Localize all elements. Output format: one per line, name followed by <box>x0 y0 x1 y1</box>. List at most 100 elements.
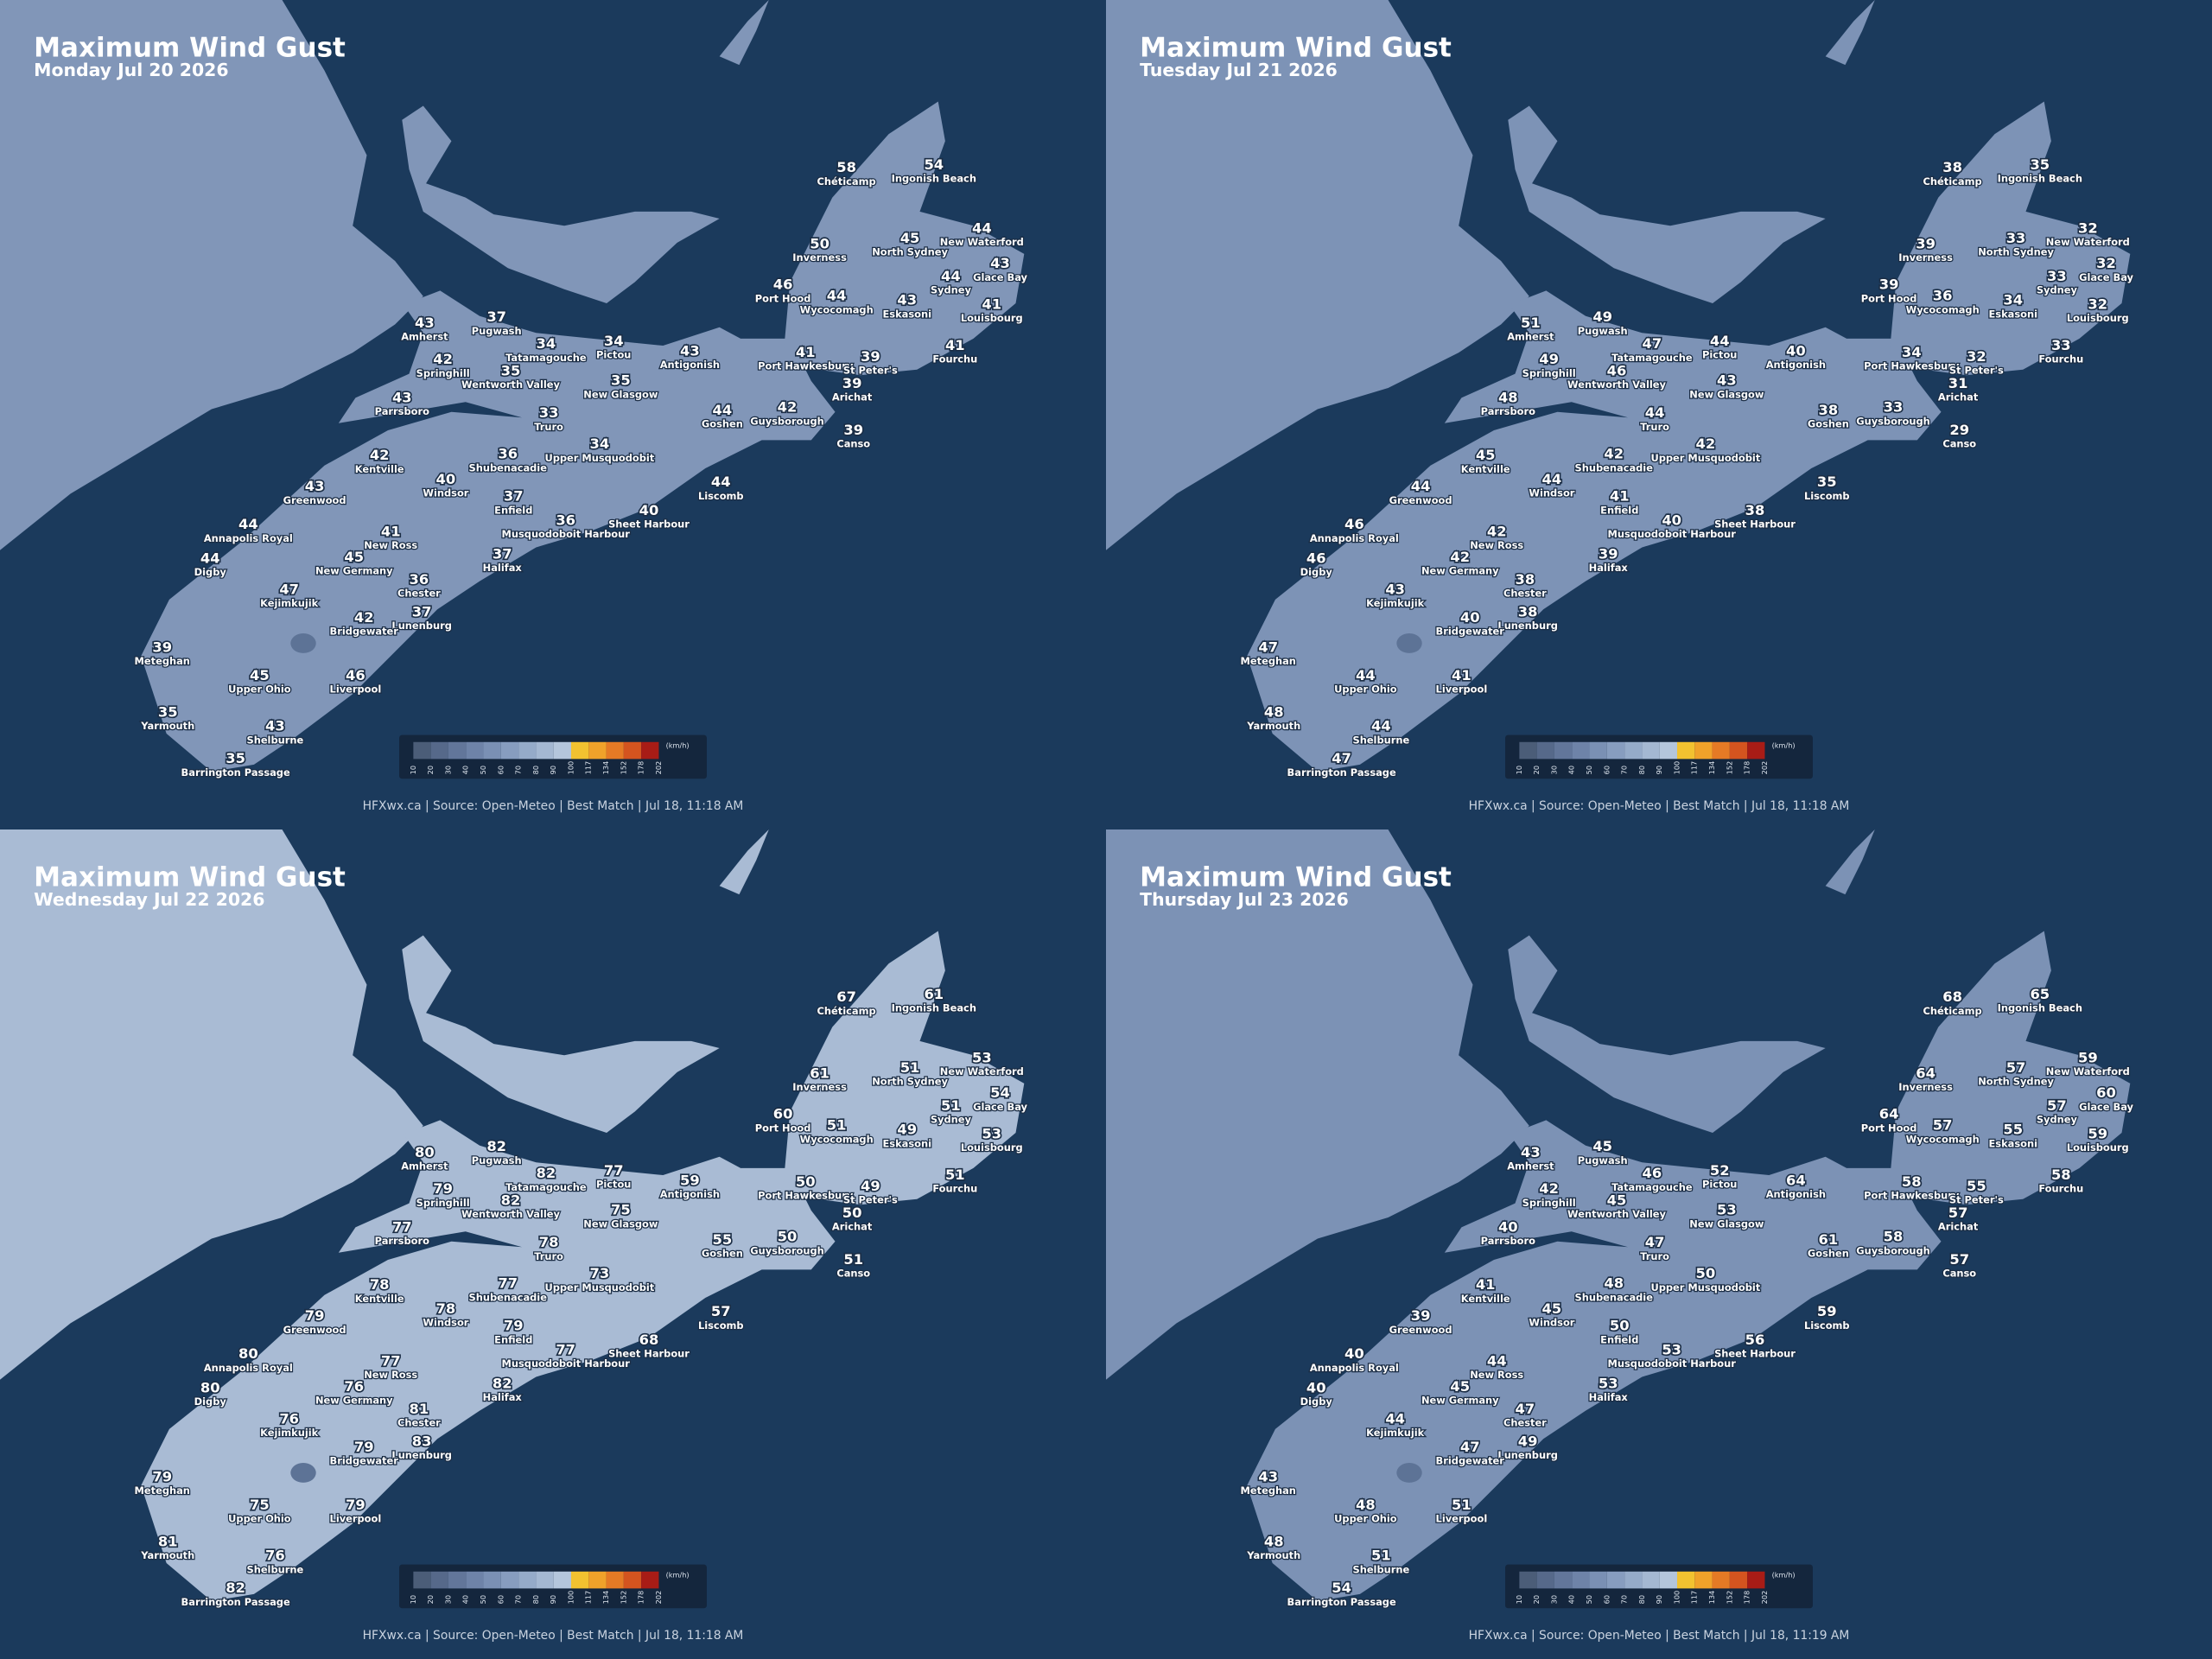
legend-tick: 10 <box>409 766 417 774</box>
legend-swatch <box>466 1571 484 1589</box>
station-value: 42 <box>354 609 374 626</box>
panel-title: Maximum Wind Gust <box>1140 32 1452 63</box>
station-name: Greenwood <box>1389 494 1452 506</box>
station-value: 61 <box>924 986 944 1002</box>
station-name: New Germany <box>1421 1394 1499 1406</box>
station-value: 45 <box>1607 1192 1627 1208</box>
station-name: Guysborough <box>1856 1244 1930 1256</box>
station-value: 79 <box>305 1307 325 1324</box>
station-value: 42 <box>433 351 453 367</box>
station-value: 45 <box>1592 1138 1612 1154</box>
station-name: Eskasoni <box>1989 1137 2038 1149</box>
station-value: 43 <box>415 315 435 331</box>
station-value: 48 <box>1264 703 1284 720</box>
station-name: Louisbourg <box>961 1141 1023 1154</box>
station-name: Port Hood <box>1861 292 1917 304</box>
station-value: 36 <box>556 512 575 528</box>
station-name: Shubenacadie <box>469 1291 548 1303</box>
station-name: Ingonish Beach <box>1998 1002 2082 1014</box>
station-name: New Glasgow <box>1689 1217 1764 1230</box>
station-value: 46 <box>773 276 793 293</box>
station-name: Springhill <box>416 1197 470 1209</box>
legend-tick: 152 <box>1725 761 1733 775</box>
station-name: New Ross <box>1470 539 1523 551</box>
station-name: Meteghan <box>1241 655 1296 667</box>
station-name: Liscomb <box>698 490 744 502</box>
station-value: 39 <box>1599 546 1618 563</box>
station-name: Windsor <box>423 1317 468 1329</box>
station-value: 51 <box>827 1117 847 1134</box>
station-value: 55 <box>1967 1178 1986 1194</box>
station-name: Amherst <box>401 330 448 342</box>
station-name: New Waterford <box>940 236 1024 248</box>
station-value: 40 <box>1498 1218 1518 1235</box>
station-value: 48 <box>1604 1275 1624 1292</box>
station-name: Wentworth Valley <box>1567 378 1666 391</box>
station-name: Tatamagouche <box>505 1181 587 1193</box>
station-value: 47 <box>279 581 299 597</box>
station-value: 35 <box>2030 156 2050 173</box>
station-value: 43 <box>392 389 412 405</box>
station-value: 79 <box>346 1497 365 1513</box>
station-value: 42 <box>1450 549 1470 565</box>
legend-swatch <box>1659 741 1677 760</box>
legend-swatch <box>448 1571 467 1589</box>
station-name: Chester <box>1503 1417 1547 1429</box>
station-value: 38 <box>1942 159 1962 175</box>
legend-tick: 60 <box>496 766 505 774</box>
station-value: 47 <box>1258 639 1278 655</box>
legend-swatch <box>641 1571 659 1589</box>
station-value: 67 <box>836 988 856 1005</box>
station-value: 57 <box>1933 1117 1953 1134</box>
station-value: 37 <box>493 546 512 563</box>
station-value: 43 <box>1258 1468 1278 1484</box>
station-name: Inverness <box>792 1081 847 1093</box>
station-value: 38 <box>1518 603 1538 620</box>
legend-tick: 40 <box>1567 766 1576 774</box>
station-name: Port Hawkesbury <box>1864 360 1960 372</box>
legend-tick: 90 <box>549 766 557 774</box>
station-name: Wycocomagh <box>800 303 874 315</box>
station-value: 75 <box>611 1202 631 1218</box>
legend-tick: 50 <box>1585 766 1593 774</box>
station-name: Glace Bay <box>973 271 1027 283</box>
station-name: New Glasgow <box>1689 388 1764 400</box>
station-value: 53 <box>1717 1202 1737 1218</box>
station-name: Amherst <box>1507 330 1554 342</box>
station-name: Parrsboro <box>375 1235 429 1247</box>
station-name: Musquodoboit Harbour <box>1608 528 1737 540</box>
legend-tick: 60 <box>1602 766 1611 774</box>
station-name: Wycocomagh <box>800 1133 874 1145</box>
station-value: 44 <box>1371 718 1391 734</box>
station-value: 58 <box>1902 1173 1922 1190</box>
legend-swatch <box>570 1571 589 1589</box>
station-name: Shubenacadie <box>1575 461 1654 474</box>
station-value: 56 <box>1745 1332 1765 1348</box>
station-value: 79 <box>354 1439 374 1455</box>
station-name: Antigonish <box>660 359 720 371</box>
station-name: Digby <box>1300 566 1333 578</box>
legend-tick: 134 <box>1707 761 1716 775</box>
station-name: Eskasoni <box>883 1137 932 1149</box>
legend-swatch <box>466 741 484 760</box>
legend-tick: 90 <box>549 1595 557 1604</box>
station-name: Kentville <box>1461 1293 1510 1305</box>
legend-swatch <box>1554 741 1573 760</box>
station-value: 45 <box>1450 1378 1470 1395</box>
legend-swatch <box>413 1571 431 1589</box>
station-value: 42 <box>370 447 390 463</box>
legend-tick: 10 <box>1515 766 1523 774</box>
station-name: Truro <box>1640 1250 1669 1262</box>
station-value: 80 <box>238 1345 258 1362</box>
station-value: 51 <box>1371 1548 1391 1564</box>
station-name: Digby <box>194 1395 227 1408</box>
station-value: 47 <box>1460 1439 1480 1455</box>
station-value: 39 <box>843 422 863 438</box>
panel-title: Maximum Wind Gust <box>34 32 346 63</box>
station-name: Arichat <box>832 391 873 404</box>
legend-unit: (km/h) <box>666 1570 690 1579</box>
legend-tick: 100 <box>1672 1591 1681 1605</box>
station-value: 50 <box>796 1173 816 1190</box>
footer: HFXwx.ca | Source: Open-Meteo | Best Mat… <box>1469 1629 1850 1643</box>
legend-swatch <box>1554 1571 1573 1589</box>
